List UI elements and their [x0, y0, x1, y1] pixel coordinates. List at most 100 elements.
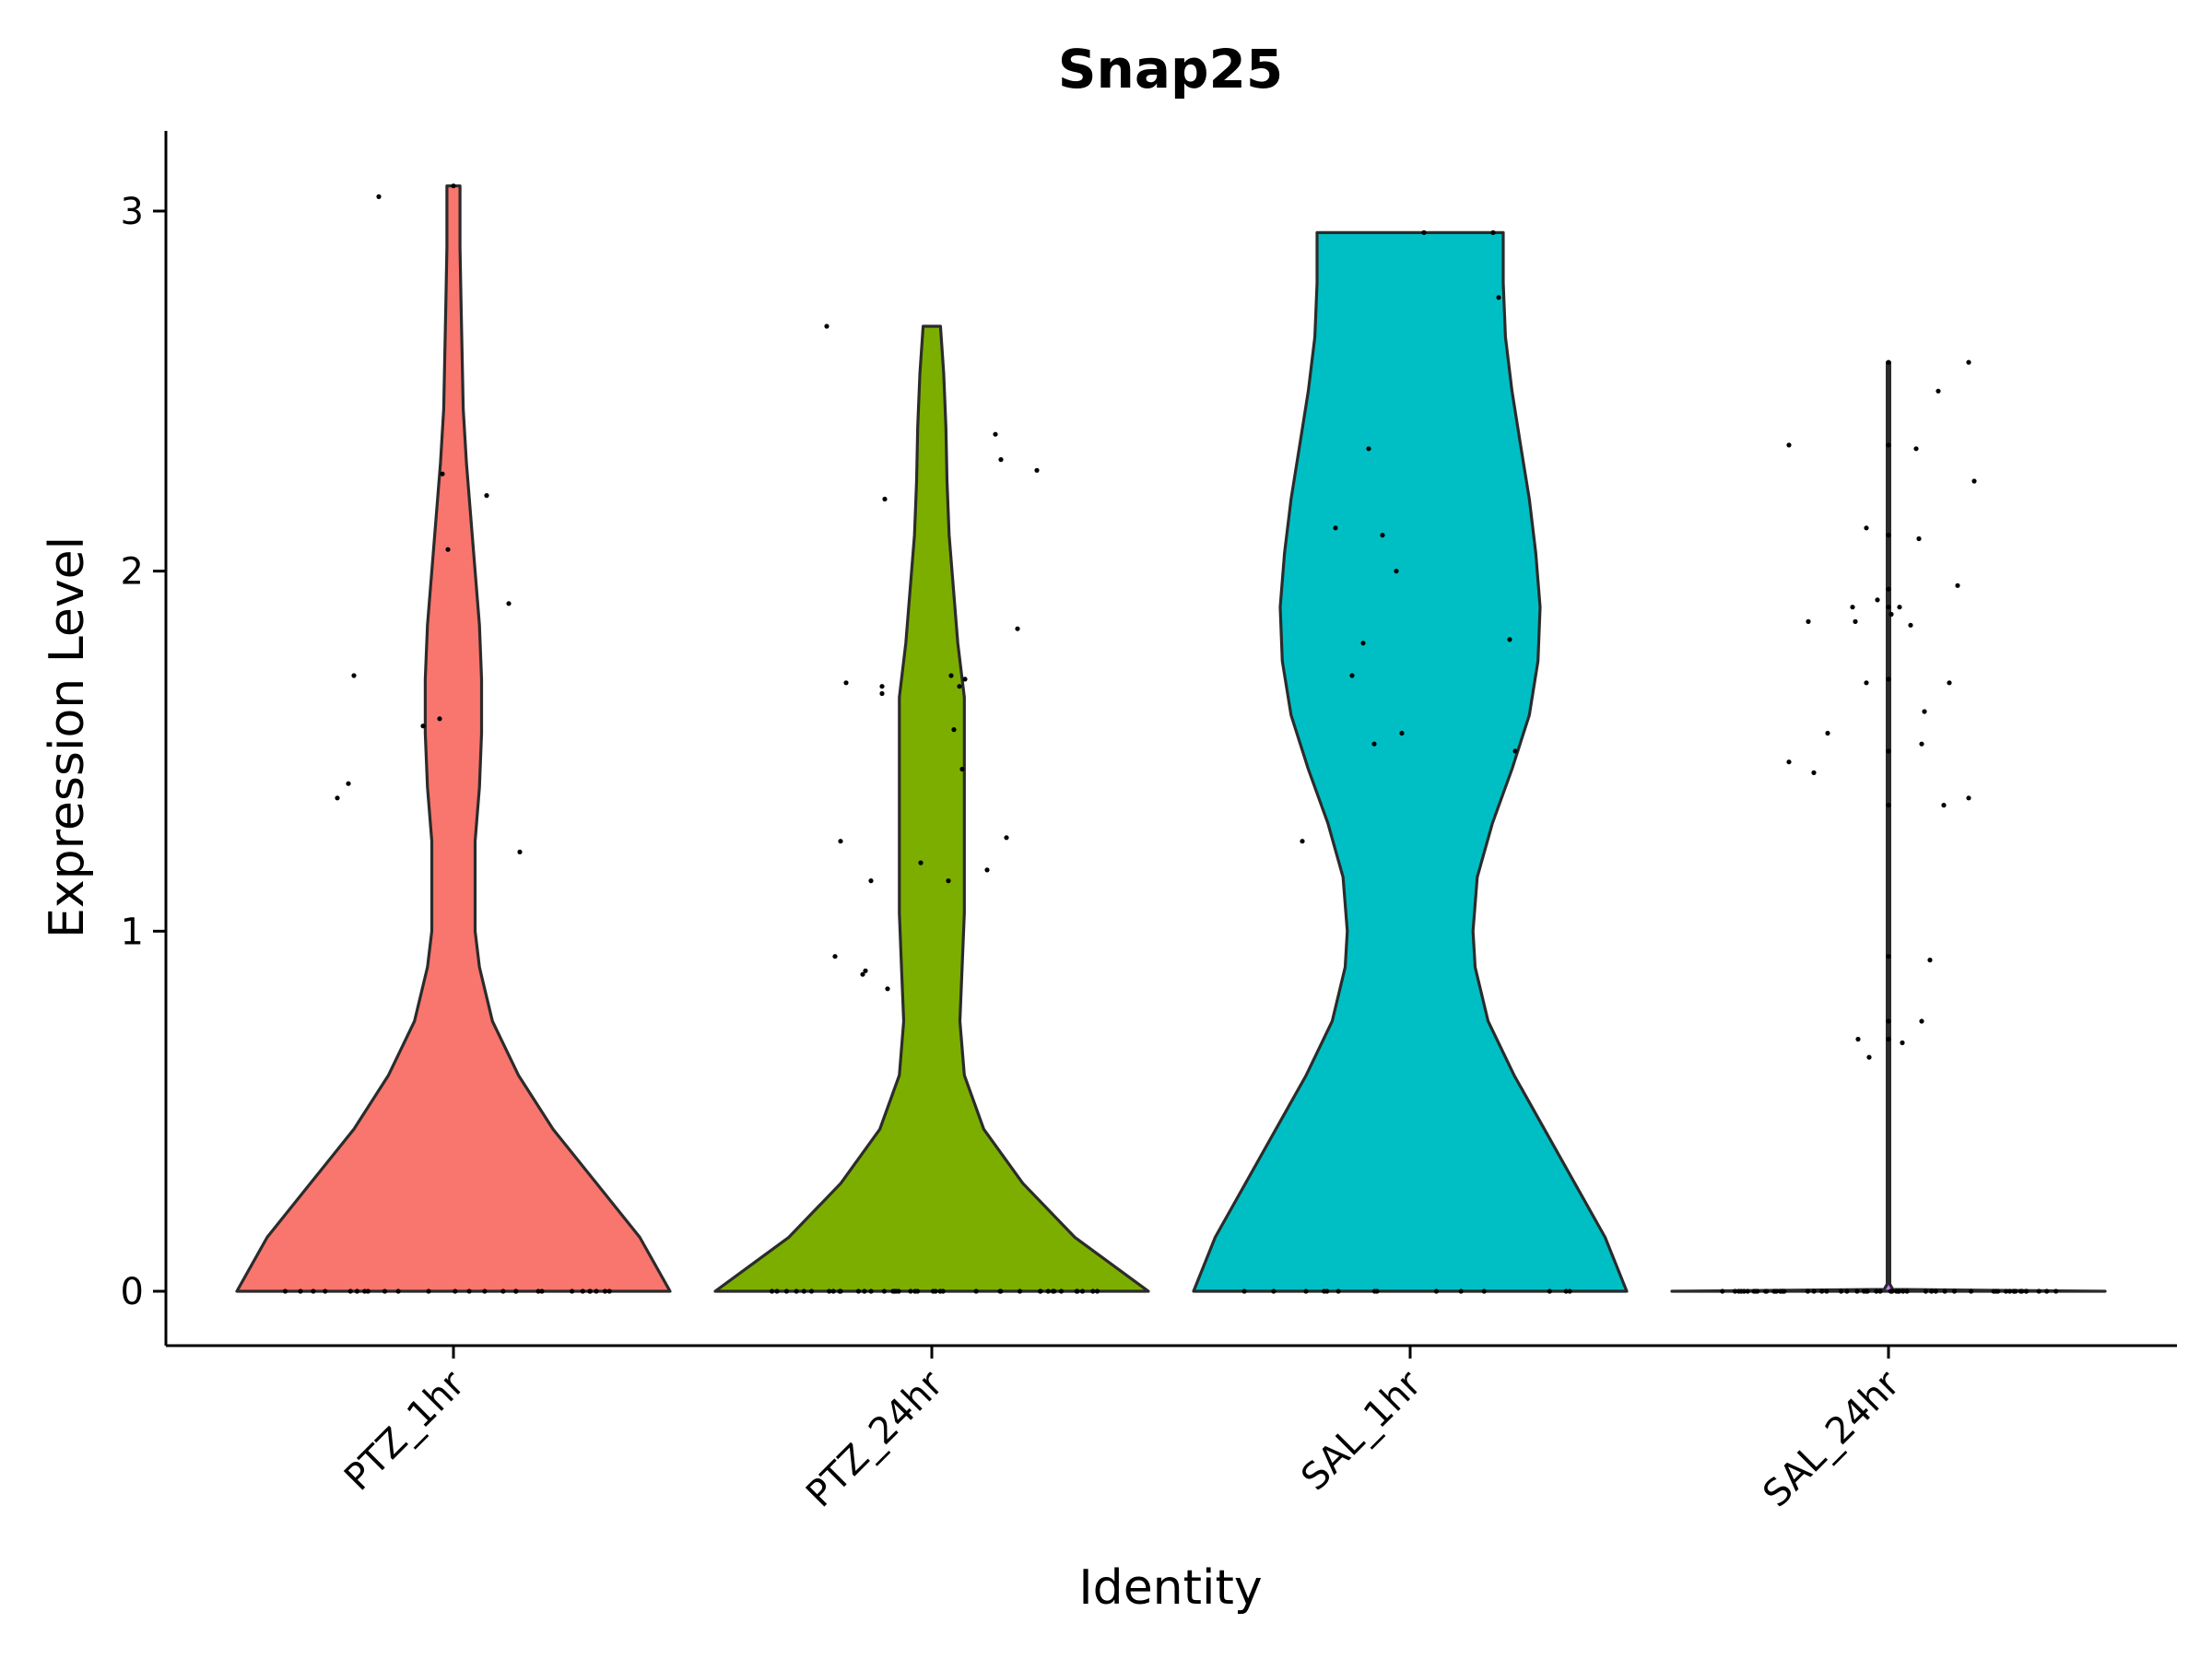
data-point [1896, 1288, 1901, 1294]
data-point [2036, 1288, 2041, 1294]
data-point [2003, 1288, 2009, 1294]
data-point [2019, 1288, 2025, 1294]
data-point [1241, 1288, 1247, 1294]
data-point [354, 1288, 359, 1294]
y-tick-label: 1 [121, 911, 144, 953]
data-point [1864, 680, 1869, 686]
data-point [1563, 1288, 1569, 1294]
data-point [1806, 618, 1811, 625]
data-point [1941, 803, 1947, 808]
data-point [346, 781, 351, 786]
data-point [513, 1288, 519, 1294]
data-point [426, 1288, 431, 1294]
data-point [1038, 1288, 1043, 1294]
data-point [1074, 1288, 1079, 1294]
data-point [914, 1288, 921, 1294]
data-point [973, 1288, 979, 1294]
data-point [1854, 1288, 1860, 1294]
data-point [335, 795, 340, 801]
data-point [362, 1288, 368, 1294]
data-point [323, 1288, 328, 1294]
data-point [1919, 1018, 1924, 1024]
data-point [1936, 388, 1941, 394]
data-point [1886, 586, 1891, 592]
data-point [2053, 1288, 2059, 1294]
data-point [1864, 1288, 1869, 1294]
data-point [1966, 359, 1971, 365]
data-point [587, 1288, 593, 1294]
x-axis-label: Identity [1078, 1560, 1262, 1616]
data-point [1886, 359, 1891, 365]
data-point [1303, 1288, 1309, 1294]
violin-layer [235, 184, 2107, 1293]
data-point [1904, 1288, 1910, 1294]
data-point [1866, 1054, 1872, 1060]
data-point [1969, 1288, 1974, 1294]
data-point [1547, 1288, 1552, 1294]
data-point [382, 1288, 388, 1294]
data-point [1855, 1036, 1861, 1042]
data-point [1877, 1288, 1883, 1294]
data-point [1496, 295, 1501, 300]
data-point [347, 1288, 353, 1294]
data-point [445, 547, 451, 552]
data-point [1335, 1288, 1341, 1294]
data-point [1888, 611, 1894, 618]
data-point [1913, 446, 1919, 452]
y-axis-label: Expression Level [40, 536, 95, 938]
data-point [1886, 748, 1891, 754]
data-point [1094, 1288, 1100, 1294]
data-point [1720, 1288, 1725, 1294]
data-point [602, 1288, 608, 1294]
data-point [351, 673, 357, 678]
data-point [500, 1288, 506, 1294]
data-point [282, 1288, 288, 1294]
data-point [395, 1288, 401, 1294]
data-point [1090, 1288, 1096, 1294]
data-point [365, 1288, 371, 1294]
data-point [1933, 1288, 1938, 1294]
data-point [1371, 741, 1377, 747]
points-layer [282, 183, 2059, 1294]
data-point [453, 1288, 458, 1294]
data-point [1908, 622, 1913, 628]
axes-layer: 0 1 2 3 PTZ_1hr PTZ_24hr SAL_1hr SAL_24hr [121, 131, 2177, 1515]
data-point [1991, 1288, 1996, 1294]
data-point [770, 1288, 775, 1294]
data-point [1366, 446, 1371, 452]
data-point [1567, 1288, 1572, 1294]
data-point [580, 1288, 585, 1294]
data-point [1015, 626, 1020, 631]
x-tick-label: SAL_1hr [1293, 1362, 1430, 1499]
data-point [539, 1288, 545, 1294]
data-point [1923, 1288, 1928, 1294]
data-point [1034, 467, 1040, 473]
data-point [1886, 442, 1891, 448]
data-point [376, 194, 382, 199]
data-point [885, 986, 890, 992]
data-point [1786, 759, 1792, 765]
data-point [1824, 1288, 1830, 1294]
data-point [843, 680, 849, 686]
data-point [1875, 597, 1880, 603]
violin-sal-24hr [1670, 360, 2107, 1293]
data-point [951, 727, 957, 733]
data-point [1079, 1288, 1086, 1294]
data-point [1458, 1288, 1464, 1294]
data-point [1763, 1288, 1769, 1294]
data-point [1955, 582, 1960, 588]
data-point [1017, 1288, 1023, 1294]
data-point [482, 1288, 488, 1294]
data-point [1811, 1288, 1817, 1294]
data-point [1971, 478, 1977, 484]
data-point [1374, 1288, 1380, 1294]
data-point [1839, 1288, 1844, 1294]
violin-ptz-24hr [713, 324, 1150, 1293]
data-point [1844, 1288, 1850, 1294]
data-point [1886, 533, 1891, 538]
data-point [837, 1288, 842, 1294]
data-point [832, 954, 838, 959]
data-point [506, 601, 512, 606]
data-point [868, 878, 874, 884]
